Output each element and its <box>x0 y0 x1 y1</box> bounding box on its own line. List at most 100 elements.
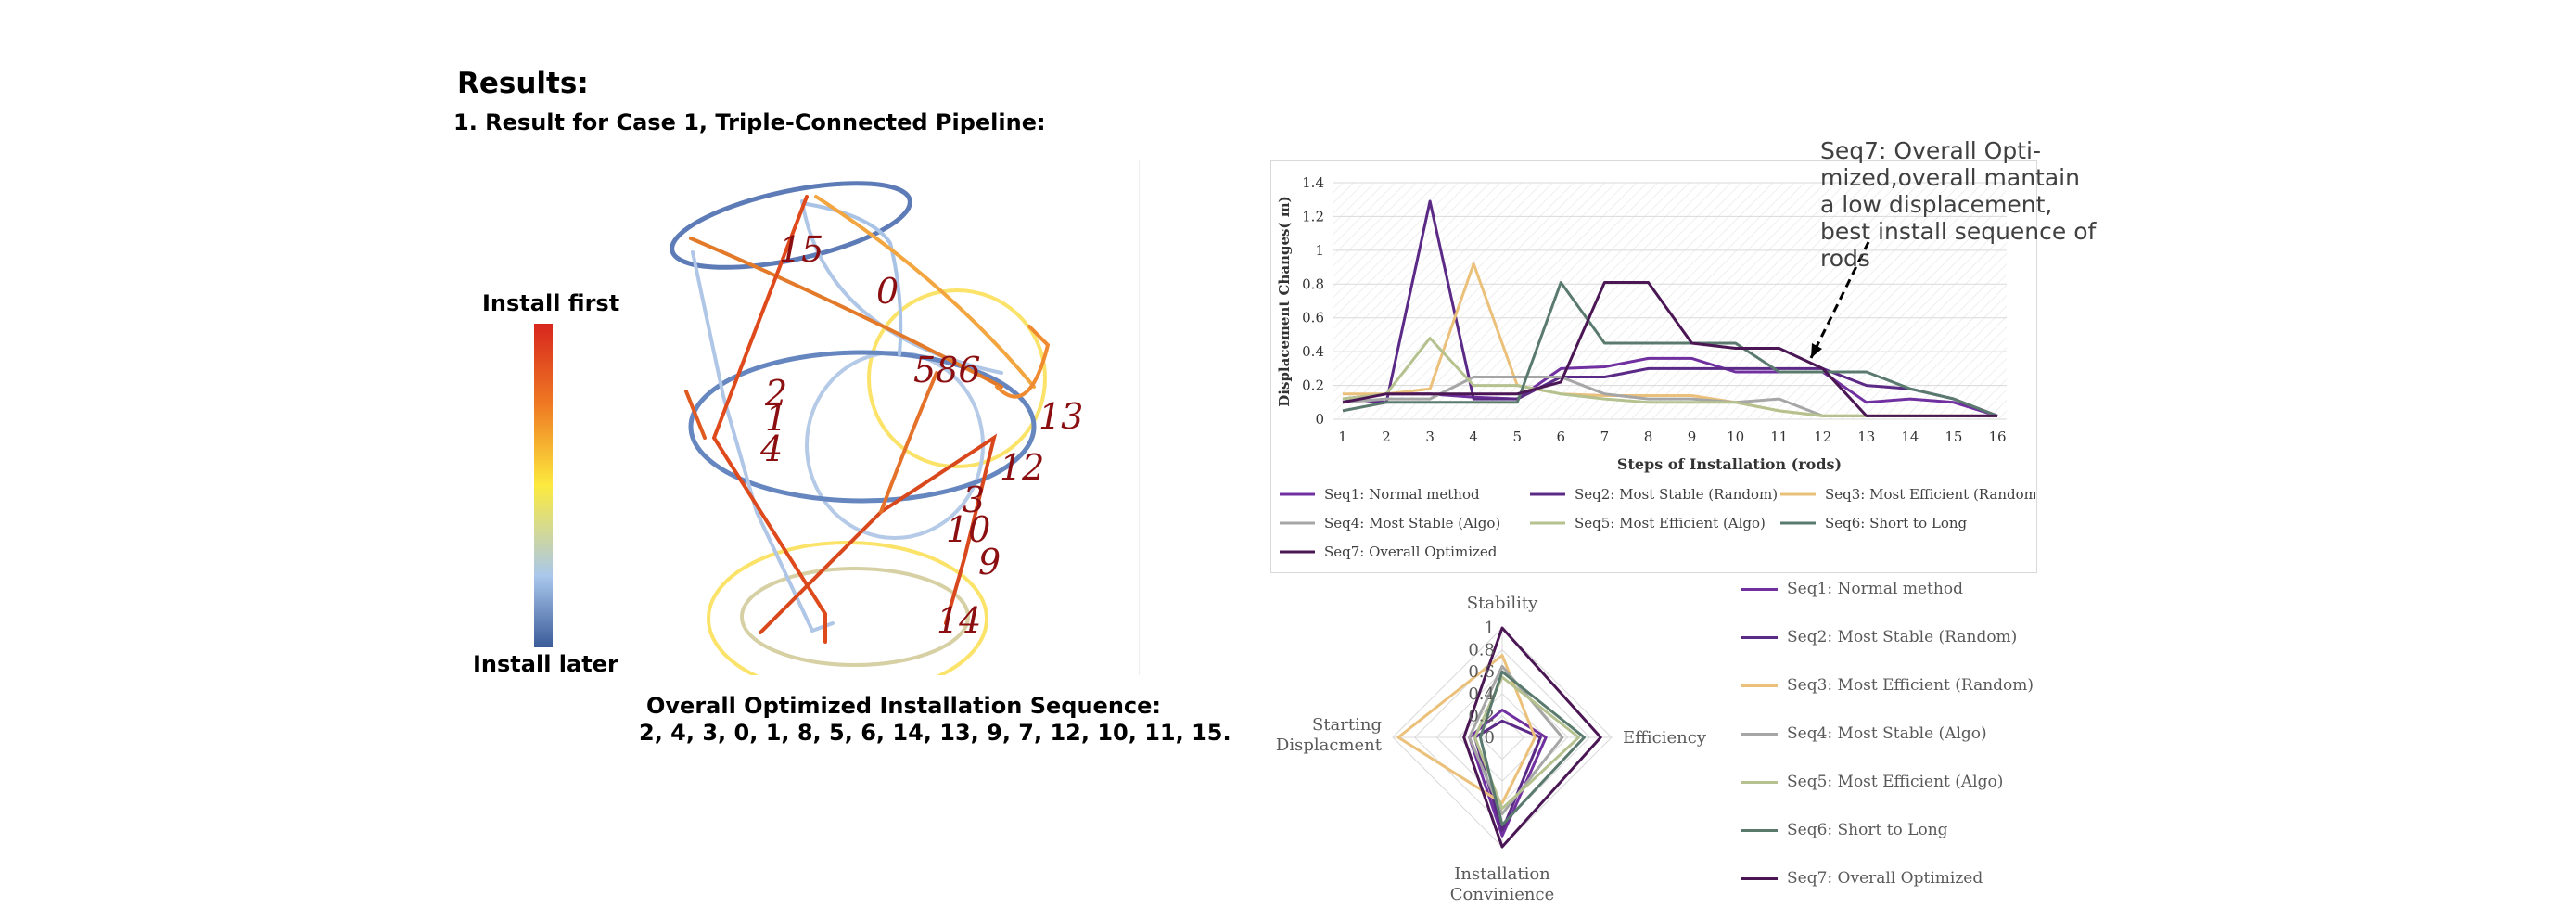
x-tick-label: 6 <box>1557 429 1566 445</box>
radar-tick-label: 0.6 <box>1468 662 1495 682</box>
radar-series-seq3 <box>1396 654 1537 805</box>
orange-right-rod <box>995 325 1051 399</box>
rod-label-586: 586 <box>913 350 981 390</box>
left-vertical-rod <box>691 250 835 633</box>
radar-series-seq6 <box>1478 670 1586 826</box>
radar-legend-item-seq3: Seq3: Most Efficient (Random) <box>1741 676 2034 695</box>
rod-label-2: 2 <box>764 373 787 414</box>
radar-legend-swatch <box>1741 587 1778 591</box>
center-ring-rod <box>688 350 1037 504</box>
radar-tick-label: 0.2 <box>1468 706 1495 725</box>
y-tick-label: 0.4 <box>1302 343 1324 360</box>
x-axis-label: Steps of Installation (rods) <box>1617 455 1842 473</box>
x-tick-label: 14 <box>1901 429 1919 445</box>
radar-tick-label: 1 <box>1485 619 1495 638</box>
x-tick-label: 12 <box>1814 429 1831 445</box>
red-lower-rod <box>759 433 998 634</box>
x-tick-label: 16 <box>1988 429 2006 445</box>
red-main-rod <box>711 195 827 644</box>
legend-label-seq2: Seq2: Most Stable (Random) <box>1575 486 1778 503</box>
seq7-annotation: Seq7: Overall Opti- mized,overall mantai… <box>1820 137 2097 272</box>
radar-legend-swatch <box>1741 635 1778 639</box>
radar-series-seq7 <box>1462 626 1602 849</box>
annotation-arrowhead <box>1811 343 1822 358</box>
pipeline-model-figure: 15 0 586 13 2 1 4 12 3 10 9 14 <box>670 181 1083 697</box>
series-line-seq6 <box>1342 281 1998 417</box>
x-tick-label: 3 <box>1425 429 1435 445</box>
radar-legend-swatch <box>1741 876 1778 880</box>
legend-label-seq6: Seq6: Short to Long <box>1825 515 1968 531</box>
x-tick-label: 15 <box>1945 429 1962 445</box>
radar-axis-label: Installation Convinience <box>1450 864 1554 904</box>
radar-legend-item-seq5: Seq5: Most Efficient (Algo) <box>1741 773 2003 791</box>
radar-legend-item-seq4: Seq4: Most Stable (Algo) <box>1741 724 1987 743</box>
rod-label-10: 10 <box>946 509 990 550</box>
legend-label-seq7: Seq7: Overall Optimized <box>1324 544 1498 560</box>
sequence-text: 2, 4, 3, 0, 1, 8, 5, 6, 14, 13, 9, 7, 12… <box>639 720 1231 746</box>
colorbar-bottom-label: Install later <box>473 651 618 677</box>
radar-series-seq4 <box>1468 664 1564 816</box>
plot-area <box>1333 183 2007 419</box>
radar-axis-label: Efficiency <box>1623 728 1707 748</box>
radar-legend-swatch <box>1741 732 1778 736</box>
radar-tick-label: 0.4 <box>1468 684 1495 704</box>
legend-label-seq1: Seq1: Normal method <box>1324 486 1480 503</box>
radar-legend-label: Seq4: Most Stable (Algo) <box>1787 724 1987 743</box>
x-tick-label: 11 <box>1770 429 1788 445</box>
radar-legend-item-seq2: Seq2: Most Stable (Random) <box>1741 628 2017 646</box>
radar-axis-label: Starting Displacment <box>1276 715 1383 755</box>
red-short-rod <box>684 390 707 440</box>
rod-label-1: 1 <box>765 398 787 439</box>
x-tick-label: 1 <box>1338 429 1347 445</box>
y-tick-label: 0.2 <box>1302 377 1324 394</box>
pipeline-model-panel: 15 0 586 13 2 1 4 12 3 10 9 14 <box>668 160 1139 697</box>
radar-axis-label: Stability <box>1467 594 1538 613</box>
radar-tick-label: 0 <box>1485 728 1495 748</box>
colorbar-top-label: Install first <box>482 290 620 316</box>
x-tick-label: 9 <box>1688 429 1697 445</box>
legend-label-seq3: Seq3: Most Efficient (Random) <box>1825 486 2035 503</box>
x-tick-label: 10 <box>1727 429 1744 445</box>
rod-label-14: 14 <box>937 600 981 641</box>
x-tick-label: 13 <box>1857 429 1875 445</box>
diagonal-blue-rod <box>800 199 1003 375</box>
series-line-seq1 <box>1342 356 1998 417</box>
radar-legend-label: Seq5: Most Efficient (Algo) <box>1787 773 2004 791</box>
rod-label-3: 3 <box>963 480 985 520</box>
x-tick-label: 4 <box>1469 429 1478 445</box>
legend-label-seq5: Seq5: Most Efficient (Algo) <box>1575 515 1766 531</box>
y-tick-label: 1.4 <box>1302 174 1324 191</box>
radar-series-seq5 <box>1473 675 1581 811</box>
y-tick-label: 1.2 <box>1302 208 1324 224</box>
annotation-arrow <box>1809 241 1870 359</box>
right-ring-rod <box>867 288 1047 468</box>
top-ring-rod <box>670 181 912 270</box>
radar-legend-swatch <box>1741 780 1778 784</box>
x-tick-label: 2 <box>1382 429 1391 445</box>
radar-legend-label: Seq3: Most Efficient (Random) <box>1787 676 2034 695</box>
radar-legend-label: Seq7: Overall Optimized <box>1787 869 1983 888</box>
x-tick-label: 5 <box>1512 429 1522 445</box>
y-tick-label: 0.8 <box>1302 275 1324 292</box>
x-tick-label: 8 <box>1644 429 1653 445</box>
radar-series-seq2 <box>1473 719 1542 832</box>
radar-legend-swatch <box>1741 684 1778 687</box>
radar-legend-item-seq6: Seq6: Short to Long <box>1741 821 1948 839</box>
y-tick-label: 0.6 <box>1302 310 1324 326</box>
radar-legend-swatch <box>1741 828 1778 832</box>
case-title: 1. Result for Case 1, Triple-Connected P… <box>453 109 1046 135</box>
orange-cross-rod <box>689 237 1003 389</box>
x-tick-label: 7 <box>1600 429 1610 445</box>
rod-label-12: 12 <box>1000 447 1044 488</box>
performance-radar-chart: 0 0.2 0.40.6 0.8 1 Stability Efficiency Instal… <box>1276 594 1707 904</box>
radar-legend-label: Seq6: Short to Long <box>1787 821 1948 839</box>
rod-label-4: 4 <box>759 429 783 469</box>
orange-mid-rod <box>879 371 938 514</box>
series-line-seq2 <box>1342 199 1998 417</box>
y-axis-label: Displacement Changes( m) <box>1276 196 1293 406</box>
radar-legend-item-seq1: Seq1: Normal method <box>1741 580 1963 598</box>
radar-legend-label: Seq2: Most Stable (Random) <box>1787 628 2018 646</box>
series-line-seq7 <box>1342 281 1997 417</box>
rod-label-15: 15 <box>779 229 823 270</box>
rod-label-9: 9 <box>978 542 1001 582</box>
